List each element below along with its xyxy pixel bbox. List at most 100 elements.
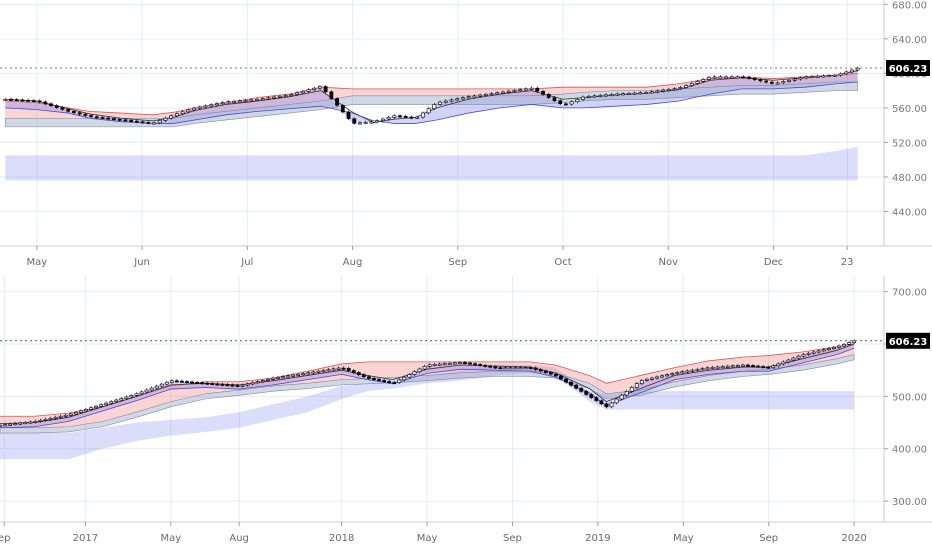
candle-up <box>811 351 816 354</box>
candle-up <box>129 395 134 398</box>
candle-up <box>417 368 422 373</box>
candle-up <box>786 359 791 363</box>
candle-up <box>318 86 322 89</box>
candle-up <box>392 115 397 118</box>
y-tick-label: 560.00 <box>892 104 927 115</box>
candle-up <box>787 80 791 82</box>
candle-up <box>426 108 431 114</box>
candle-up <box>163 117 168 121</box>
candle-down <box>558 100 563 105</box>
candle-up <box>821 349 826 352</box>
candle-up <box>508 367 513 370</box>
candle-up <box>837 345 841 348</box>
candle-up <box>363 122 368 124</box>
candle-down <box>403 116 408 118</box>
candle-up <box>300 90 305 94</box>
candle-up <box>832 74 837 77</box>
candle-up <box>33 420 38 423</box>
candle-down <box>574 384 579 389</box>
candle-up <box>701 79 706 82</box>
candle-down <box>205 382 210 385</box>
candle-up <box>94 405 98 409</box>
candle-down <box>493 366 498 369</box>
candle-up <box>806 352 811 355</box>
candle-down <box>398 115 402 118</box>
y-tick-label: 640.00 <box>892 35 927 46</box>
candle-up <box>831 347 836 349</box>
candle-up <box>821 75 826 78</box>
candle-down <box>589 394 594 398</box>
candle-up <box>311 371 316 374</box>
candle-down <box>564 103 568 106</box>
candle-up <box>260 98 265 101</box>
candle-up <box>512 90 517 92</box>
candle-down <box>498 367 503 370</box>
candle-up <box>581 96 585 100</box>
candle-up <box>791 357 796 361</box>
candle-down <box>72 110 76 114</box>
candle-up <box>386 117 391 120</box>
candle-down <box>351 370 356 373</box>
candle-down <box>387 381 392 384</box>
candle-up <box>695 81 700 84</box>
candle-down <box>341 367 346 370</box>
candle-down <box>761 366 766 369</box>
candle-up <box>271 377 275 380</box>
candle-up <box>775 82 780 85</box>
candle-up <box>735 365 740 367</box>
candle-up <box>306 372 311 375</box>
candle-up <box>18 422 23 425</box>
candle-up <box>427 364 432 367</box>
candle-down <box>329 91 334 99</box>
candle-up <box>650 377 654 380</box>
candle-down <box>112 118 116 121</box>
candle-up <box>771 365 776 368</box>
candle-down <box>31 100 36 103</box>
candle-down <box>185 381 189 384</box>
x-tick-label: Sep <box>759 533 778 544</box>
candle-up <box>466 96 471 99</box>
candle-up <box>684 85 688 88</box>
candle-down <box>488 365 493 368</box>
candle-up <box>626 93 631 95</box>
candle-down <box>346 111 351 119</box>
candle-down <box>752 78 757 80</box>
candle-up <box>68 413 73 416</box>
candle-up <box>644 378 649 381</box>
candle-down <box>564 378 568 383</box>
candle-up <box>675 372 680 374</box>
candle-up <box>827 75 831 78</box>
candle-up <box>680 371 685 374</box>
candle-up <box>710 367 715 369</box>
y-tick-label: 500.00 <box>892 392 927 403</box>
lagging-span-band <box>0 354 855 434</box>
candle-down <box>546 94 551 98</box>
candle-up <box>729 76 734 79</box>
candle-up <box>741 364 745 367</box>
candle-up <box>720 366 725 369</box>
candle-up <box>289 94 294 96</box>
candle-up <box>569 101 574 105</box>
candle-down <box>190 381 194 384</box>
candle-up <box>604 94 608 97</box>
candle-down <box>14 99 19 102</box>
candle-down <box>552 97 557 101</box>
candle-up <box>422 366 427 370</box>
candle-down <box>538 369 543 372</box>
candle-up <box>420 112 425 118</box>
candle-down <box>134 120 139 123</box>
candle-down <box>766 366 771 369</box>
x-tick-label: 2017 <box>73 533 98 544</box>
last-price-label: 606.23 <box>889 337 928 348</box>
candle-down <box>746 364 750 367</box>
candle-up <box>432 104 437 109</box>
candle-down <box>180 380 184 383</box>
candle-up <box>518 89 523 92</box>
candle-down <box>756 365 760 368</box>
candle-up <box>306 89 311 92</box>
candle-up <box>598 95 603 97</box>
candle-down <box>356 372 361 375</box>
candle-up <box>104 402 109 405</box>
candle-down <box>392 382 397 385</box>
candle-up <box>119 398 124 401</box>
